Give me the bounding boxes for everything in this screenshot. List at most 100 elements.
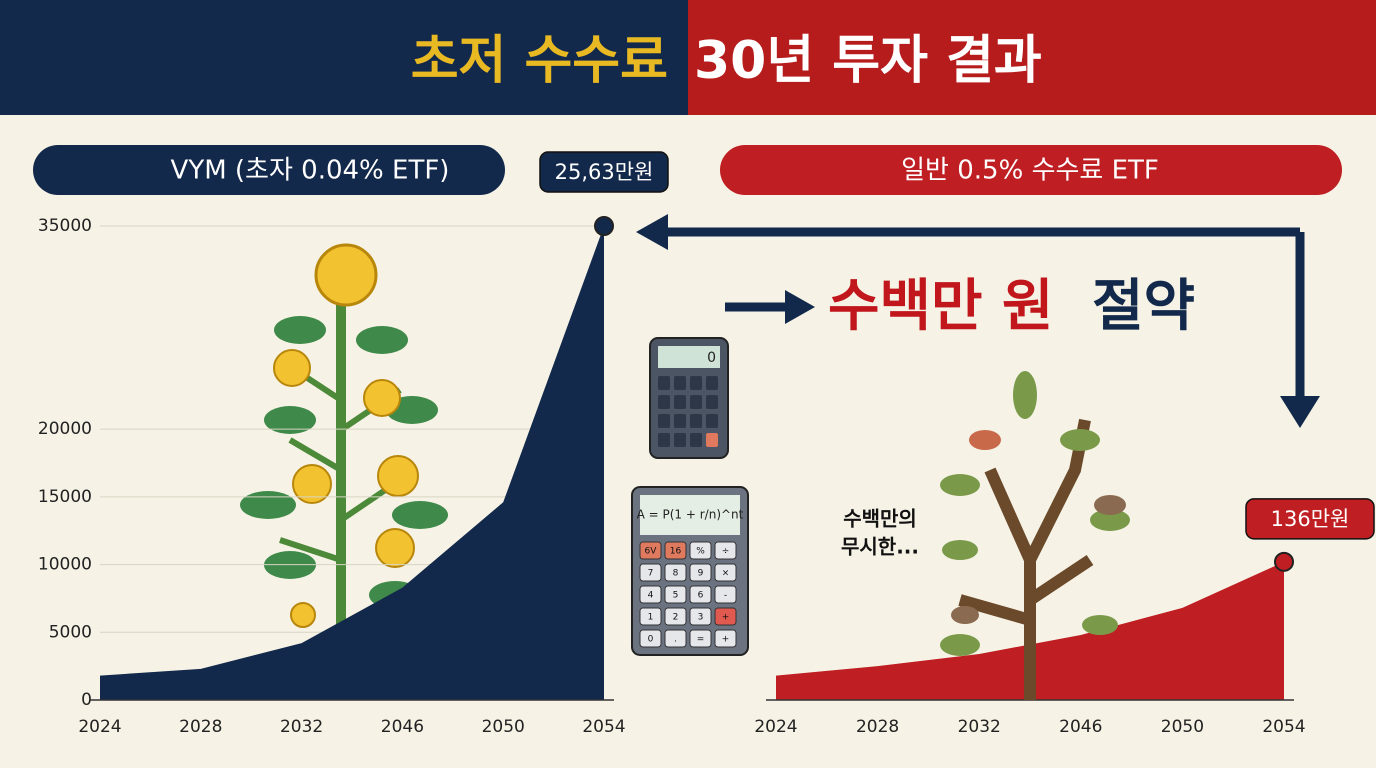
key: [689, 563, 712, 582]
key-label: ×: [722, 569, 730, 579]
header-right: [688, 0, 1376, 115]
key-label: ÷: [722, 547, 730, 557]
area: [100, 226, 604, 700]
key: [639, 563, 662, 582]
key: [658, 414, 670, 428]
annotation: 136만원: [1271, 507, 1350, 531]
x-tick-label: 2024: [754, 717, 797, 737]
calculator-display: 0: [707, 350, 716, 366]
key-label: 0: [648, 635, 654, 645]
header-left: [0, 0, 688, 115]
y-tick-label: 20000: [38, 419, 92, 439]
x-tick-label: 2046: [1059, 717, 1102, 737]
left-chart-title: VYM (초자 0.04% ETF): [171, 156, 450, 186]
key: [706, 433, 718, 447]
right-chart-title: 일반 0.5% 수수료 ETF: [901, 156, 1159, 186]
key: [639, 629, 662, 648]
key-label: 8: [673, 569, 679, 579]
annotation-box: [1245, 498, 1375, 540]
key: [689, 585, 712, 604]
key: [664, 585, 687, 604]
key-label: 6: [698, 591, 704, 601]
key-label: 7: [648, 569, 654, 579]
arrow-head: [785, 290, 815, 324]
annotation: 25,63만원: [555, 160, 654, 184]
key: [674, 433, 686, 447]
key-label: +: [722, 613, 730, 623]
calculator-screen: [640, 495, 740, 535]
key-label: =: [697, 635, 705, 645]
key: [664, 563, 687, 582]
key-label: 4: [648, 591, 654, 601]
calculator-screen: [658, 346, 720, 368]
key-label: 16: [670, 547, 682, 557]
key-label: 9: [698, 569, 704, 579]
key-label: +: [722, 635, 730, 645]
key: [689, 607, 712, 626]
key-label: %: [696, 547, 705, 557]
key-label: 1: [648, 613, 654, 623]
formula: A = P(1 + r/n)^nt: [637, 508, 744, 522]
key-label: 6V: [645, 547, 658, 557]
x-tick-label: 2054: [1262, 717, 1305, 737]
left-pill: [33, 145, 505, 195]
key: [690, 395, 702, 409]
key: [664, 629, 687, 648]
y-tick-label: 5000: [49, 622, 92, 642]
x-tick-label: 2028: [856, 717, 899, 737]
key: [664, 607, 687, 626]
arrow-head: [1280, 396, 1320, 428]
x-tick-label: 2054: [582, 717, 625, 737]
keys: [658, 376, 718, 447]
key-label: 5: [673, 591, 679, 601]
x-tick-label: 2028: [179, 717, 222, 737]
y-tick-label: 15000: [38, 487, 92, 507]
key: [714, 585, 737, 604]
x-tick-label: 2032: [280, 717, 323, 737]
y-tick-label: 10000: [38, 555, 92, 575]
key: [664, 541, 687, 560]
charts: 0 5000 10000 15000 20000 35000 2024 2028 2032 204…: [38, 151, 1375, 737]
y-tick-label: 0: [81, 690, 92, 710]
right-pill: [720, 145, 1342, 195]
key: [639, 585, 662, 604]
key: [639, 607, 662, 626]
end-point: [594, 216, 614, 236]
withered-tree: [940, 371, 1130, 700]
key: [674, 395, 686, 409]
keypad: 6V 16% ÷ 7 8 9 × 4 5 6 - 1 2 3 +0. = +: [639, 541, 737, 648]
key: [714, 563, 737, 582]
key: [689, 629, 712, 648]
key: [658, 395, 670, 409]
key: [658, 376, 670, 390]
title-right: 30년 투자 결과: [694, 31, 1042, 91]
key: [658, 433, 670, 447]
key: [674, 376, 686, 390]
note-line: 무시한...: [841, 535, 919, 559]
x-tick-label: 2032: [958, 717, 1001, 737]
key: [706, 376, 718, 390]
key: [714, 607, 737, 626]
key: [706, 395, 718, 409]
key: [714, 541, 737, 560]
note-line: 수백만의: [843, 507, 917, 531]
key: [690, 376, 702, 390]
area: [776, 561, 1284, 700]
key: [689, 541, 712, 560]
key: [706, 414, 718, 428]
end-point: [1274, 551, 1294, 572]
x-tick-label: 2024: [78, 717, 121, 737]
x-tick-label: 2050: [1161, 717, 1204, 737]
arrow-head: [636, 214, 668, 250]
key: [674, 414, 686, 428]
savings-emphasis: 수백만 원: [828, 274, 1054, 339]
x-tick-label: 2046: [381, 717, 424, 737]
annotation-box: [539, 151, 669, 193]
y-tick-label: 35000: [38, 216, 92, 236]
key-label: .: [674, 635, 677, 645]
key: [714, 629, 737, 648]
title-left: 초저 수수료: [411, 31, 668, 91]
key: [639, 541, 662, 560]
key: [690, 433, 702, 447]
